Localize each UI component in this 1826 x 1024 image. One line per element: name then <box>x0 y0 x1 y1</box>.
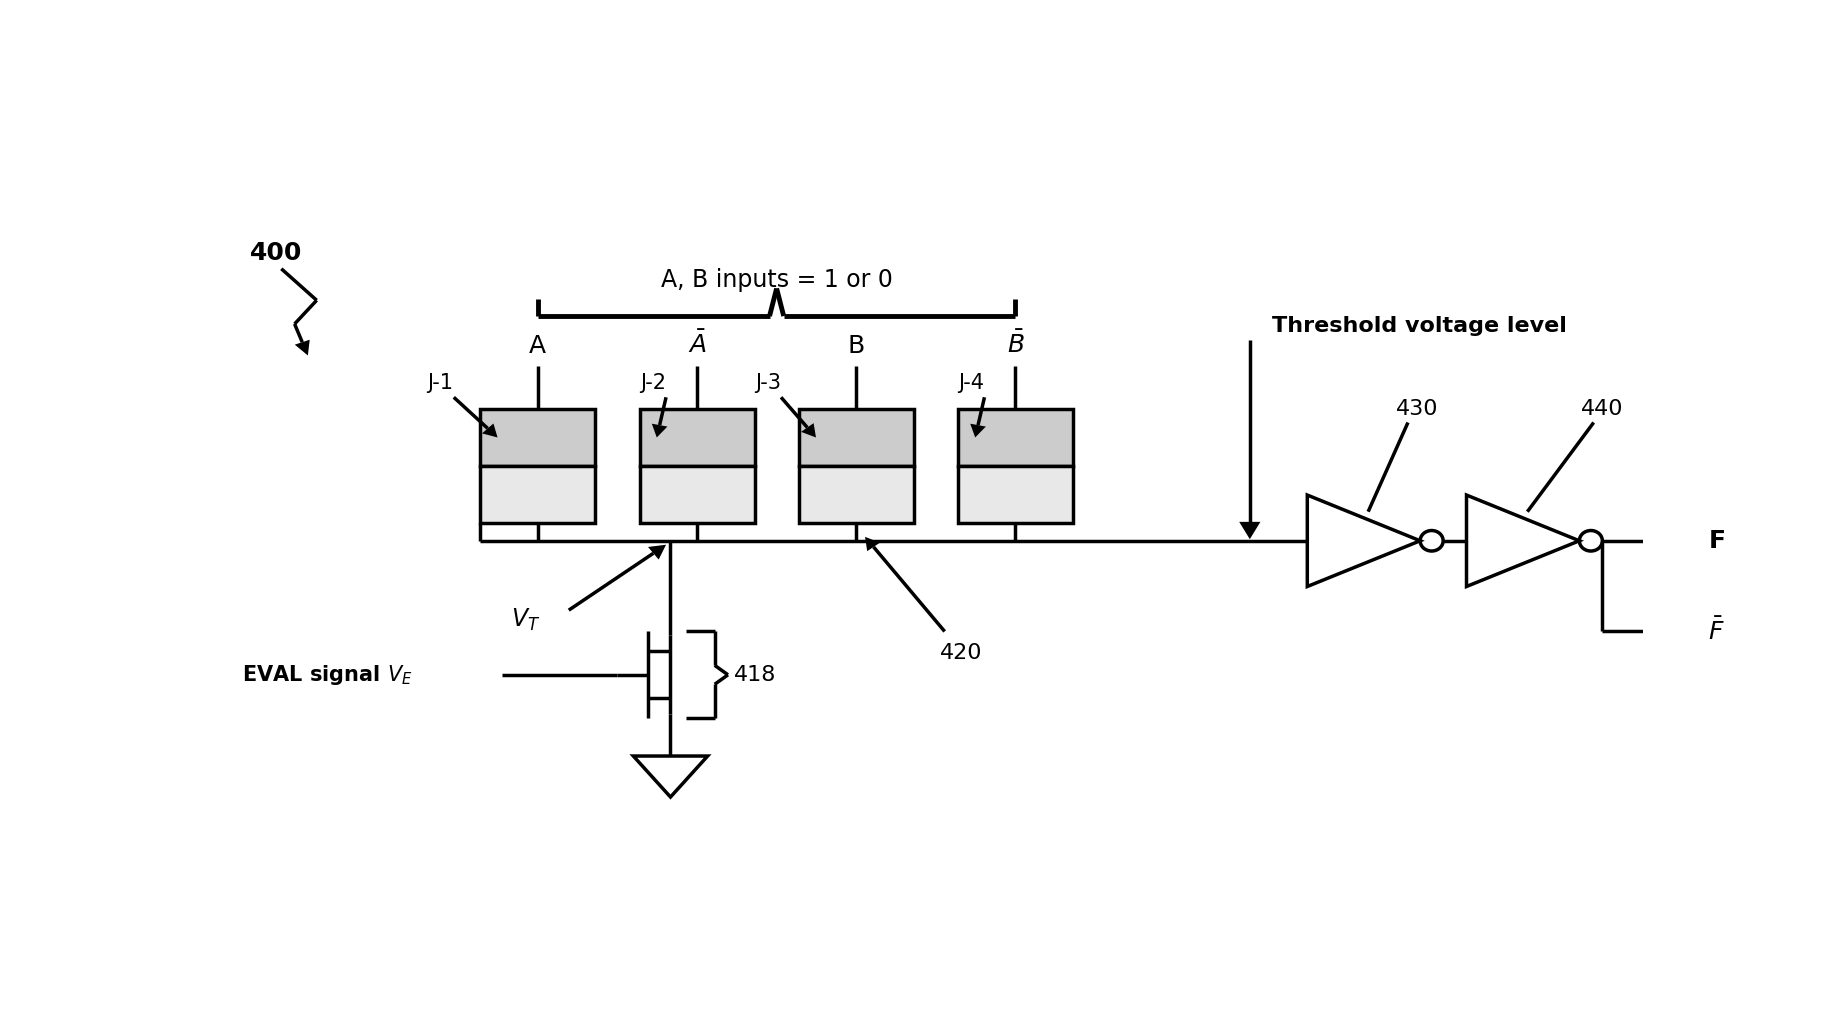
Bar <box>639 410 754 466</box>
Polygon shape <box>970 424 986 437</box>
Text: J-2: J-2 <box>639 374 666 393</box>
Text: J-3: J-3 <box>754 374 782 393</box>
Text: $V_T$: $V_T$ <box>511 606 540 633</box>
Polygon shape <box>294 340 310 355</box>
Text: Threshold voltage level: Threshold voltage level <box>1273 315 1567 336</box>
Bar <box>798 466 913 522</box>
Text: $\bar{F}$: $\bar{F}$ <box>1709 617 1726 645</box>
Text: F: F <box>1709 528 1726 553</box>
Text: EVAL signal $V_E$: EVAL signal $V_E$ <box>241 663 413 687</box>
Bar <box>798 410 913 466</box>
Text: 418: 418 <box>734 665 776 685</box>
Bar <box>959 466 1074 522</box>
Polygon shape <box>802 423 816 437</box>
Text: 430: 430 <box>1395 398 1439 419</box>
Text: J-4: J-4 <box>959 374 984 393</box>
Bar <box>639 466 754 522</box>
Text: $\bar{B}$: $\bar{B}$ <box>1006 331 1024 357</box>
Text: 400: 400 <box>250 241 303 265</box>
Polygon shape <box>652 424 668 437</box>
Bar <box>959 410 1074 466</box>
Polygon shape <box>1240 522 1260 540</box>
Text: A, B inputs = 1 or 0: A, B inputs = 1 or 0 <box>661 268 893 293</box>
Polygon shape <box>482 424 497 437</box>
Text: 420: 420 <box>940 643 982 664</box>
Text: 440: 440 <box>1581 398 1623 419</box>
Polygon shape <box>866 537 880 551</box>
Text: J-1: J-1 <box>427 374 453 393</box>
Text: $\bar{A}$: $\bar{A}$ <box>688 331 707 357</box>
Bar <box>480 410 595 466</box>
Bar <box>480 466 595 522</box>
Text: B: B <box>847 334 866 357</box>
Polygon shape <box>648 545 666 559</box>
Text: A: A <box>530 334 546 357</box>
